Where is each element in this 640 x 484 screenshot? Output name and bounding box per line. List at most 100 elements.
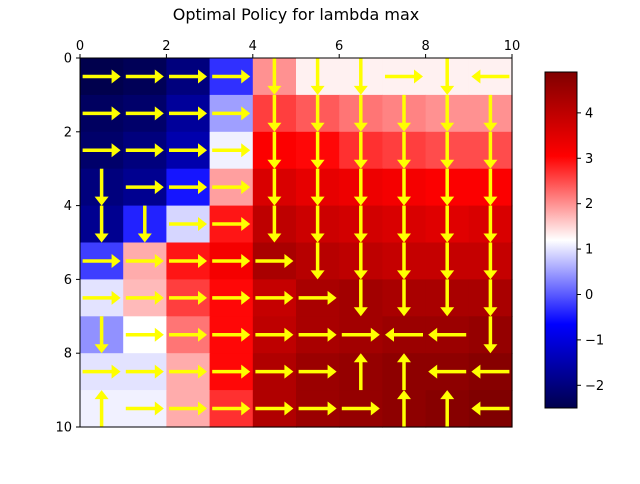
arrow-head (111, 106, 121, 121)
policy-arrow (212, 364, 251, 379)
policy-arrow (212, 217, 251, 232)
policy-arrow (168, 217, 208, 232)
policy-arrow (125, 364, 164, 379)
arrow-head (94, 196, 109, 206)
arrow-head (353, 196, 368, 206)
arrow-head (198, 106, 208, 121)
policy-arrow (397, 131, 411, 169)
policy-arrow (168, 253, 208, 268)
arrow-head (154, 364, 164, 379)
arrow-head (198, 401, 208, 416)
arrow-head (198, 180, 208, 195)
arrow-head (440, 85, 455, 95)
colorbar-tick-label: −1 (585, 333, 604, 348)
policy-arrow (353, 205, 368, 243)
y-tick-label: 4 (64, 199, 72, 214)
arrow-head (241, 401, 251, 416)
arrow-head (241, 180, 251, 195)
arrow-head (154, 106, 164, 121)
x-axis-top: 0 2 4 6 8 10 (76, 39, 520, 58)
arrow-head (154, 69, 164, 84)
policy-arrow (168, 364, 208, 379)
policy-arrow (168, 327, 208, 342)
arrow-head (111, 69, 121, 84)
y-tick-label: 8 (64, 347, 72, 362)
policy-arrow (483, 205, 498, 243)
arrow-head (310, 233, 325, 243)
policy-arrow (267, 168, 282, 206)
y-tick-label: 0 (64, 52, 72, 67)
arrow-head (440, 307, 455, 317)
policy-arrow (397, 94, 411, 132)
policy-arrow (82, 364, 121, 379)
colorbar-tick-label: −2 (585, 379, 604, 394)
policy-arrow (353, 131, 368, 169)
arrow-head (440, 159, 455, 169)
policy-arrow (471, 69, 510, 84)
arrow-head (353, 307, 368, 317)
arrow-head (327, 364, 337, 379)
policy-arrow (255, 364, 294, 379)
x-tick-label: 0 (76, 39, 84, 54)
policy-arrow (298, 290, 337, 305)
arrow-head (353, 159, 368, 169)
arrow-head (327, 290, 337, 305)
arrow-head (310, 122, 325, 132)
arrow-head (440, 390, 455, 400)
policy-arrow (353, 279, 368, 317)
arrow-head (384, 327, 394, 342)
policy-arrow (212, 401, 251, 416)
policy-arrow (168, 106, 208, 121)
y-axis-left: 0 2 4 6 8 10 (55, 52, 80, 436)
arrow-head (483, 196, 498, 206)
policy-arrow (471, 401, 510, 416)
policy-arrow (255, 327, 294, 342)
colorbar-tick-label: 0 (585, 288, 593, 303)
arrow-head (111, 253, 121, 268)
arrow-head (471, 401, 481, 416)
policy-arrow (353, 58, 368, 95)
arrow-head (370, 327, 380, 342)
policy-arrow (440, 94, 455, 132)
arrow-head (154, 327, 164, 342)
arrow-head (267, 233, 282, 243)
policy-arrow (440, 131, 455, 169)
policy-arrow (353, 168, 368, 206)
arrow-head (198, 217, 208, 232)
policy-arrow (125, 143, 164, 158)
x-tick-label: 8 (421, 39, 429, 54)
colorbar-tick-label: 1 (585, 243, 593, 258)
arrow-head (267, 196, 282, 206)
arrow-head (327, 401, 337, 416)
policy-arrow (353, 353, 368, 391)
arrow-head (154, 253, 164, 268)
arrow-head (241, 364, 251, 379)
arrow-head (267, 159, 282, 169)
arrow-head (353, 270, 368, 280)
y-tick-label: 2 (64, 125, 72, 140)
policy-arrows (82, 58, 510, 427)
policy-arrow (471, 364, 510, 379)
chart-title: Optimal Policy for lambda max (173, 5, 419, 24)
policy-arrow (125, 106, 164, 121)
policy-arrow (397, 390, 411, 427)
policy-arrow (168, 143, 208, 158)
arrow-head (483, 307, 498, 317)
arrow-head (198, 290, 208, 305)
policy-arrow (397, 353, 411, 391)
arrow-head (241, 290, 251, 305)
arrow-head (198, 364, 208, 379)
arrow-head (483, 233, 498, 243)
arrow-head (241, 217, 251, 232)
arrow-head (353, 353, 368, 363)
policy-arrow (212, 180, 251, 195)
policy-arrow (82, 106, 121, 121)
policy-arrow (353, 242, 368, 280)
arrow-head (428, 364, 438, 379)
arrow-head (198, 253, 208, 268)
policy-arrow (168, 401, 208, 416)
arrow-head (397, 353, 411, 363)
arrow-head (198, 327, 208, 342)
arrow-head (310, 159, 325, 169)
